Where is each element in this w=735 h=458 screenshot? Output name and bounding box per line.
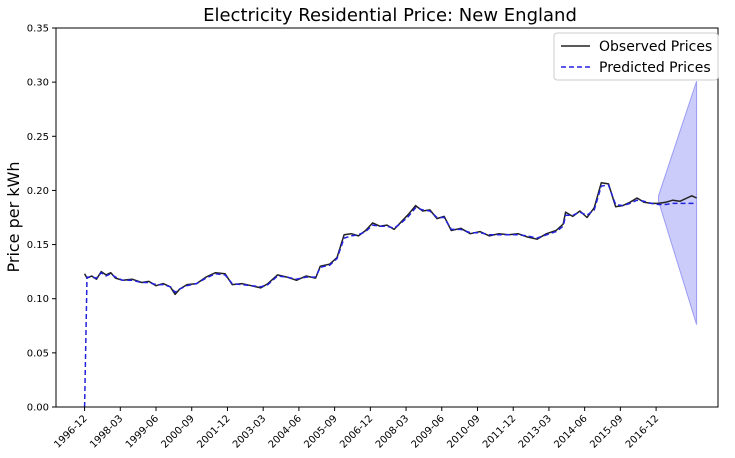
y-tick-label: 0.00 <box>27 403 49 414</box>
plot-frame <box>55 27 719 408</box>
legend-box <box>553 32 719 81</box>
predicted-prices-line <box>83 184 697 408</box>
series-layer <box>83 182 697 408</box>
confidence-band <box>658 80 698 325</box>
y-tick-label: 0.30 <box>27 78 49 89</box>
chart-title: Electricity Residential Price: New Engla… <box>203 5 577 26</box>
y-tick-label: 0.15 <box>27 240 49 251</box>
y-tick-label: 0.20 <box>27 186 49 197</box>
legend-label-observed: Observed Prices <box>599 39 712 55</box>
y-tick-label: 0.25 <box>27 132 49 143</box>
y-tick-label: 0.10 <box>27 294 49 305</box>
y-axis-label: Price per kWh <box>4 161 23 272</box>
legend: Observed Prices Predicted Prices <box>553 32 719 81</box>
y-tick-label: 0.05 <box>27 348 49 359</box>
confidence-band-layer <box>658 80 698 325</box>
legend-label-predicted: Predicted Prices <box>599 60 711 76</box>
y-tick-label: 0.35 <box>27 24 49 35</box>
y-axis: 0.00 0.05 0.10 0.15 0.20 0.25 0.30 0.35 <box>27 24 56 414</box>
